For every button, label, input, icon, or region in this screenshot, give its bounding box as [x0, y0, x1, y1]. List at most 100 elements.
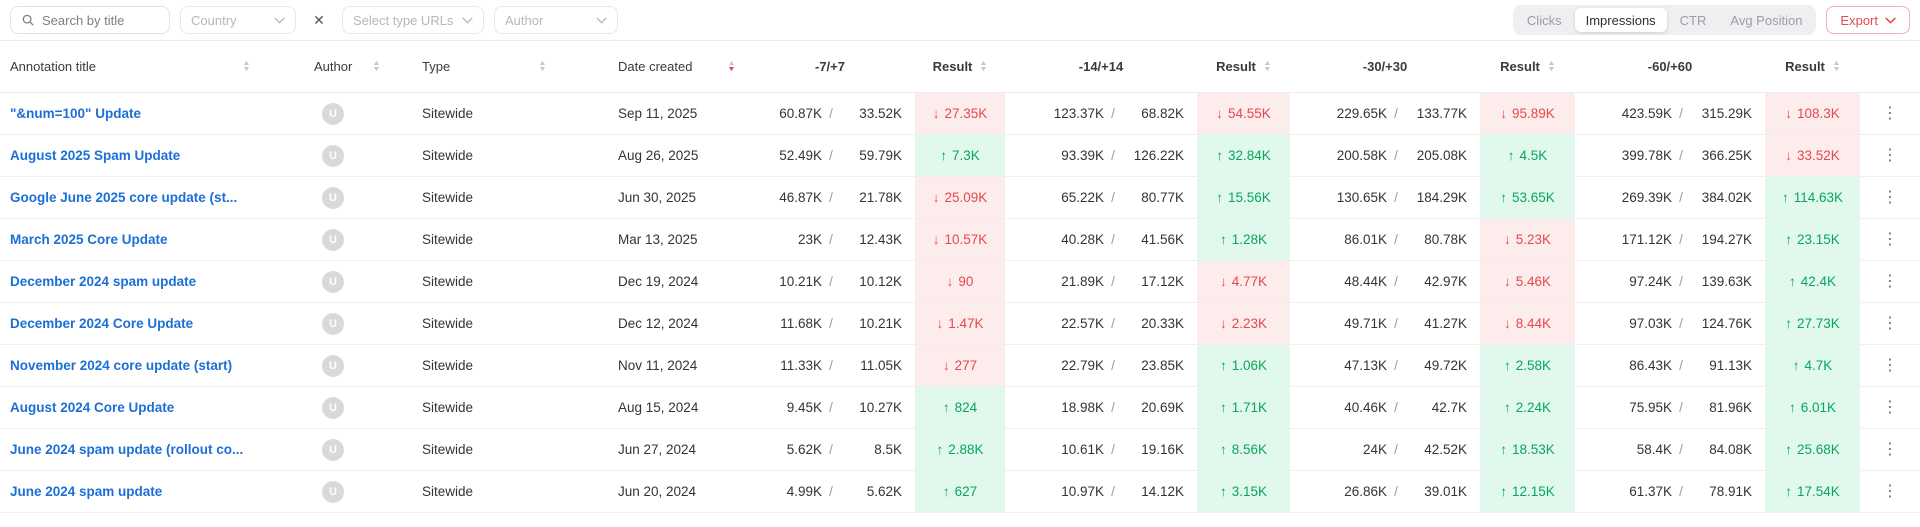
delta-arrow-icon: ↑: [1219, 442, 1227, 457]
sort-icon[interactable]: ▲ ▼: [372, 59, 381, 73]
delta-value: 8.44K: [1515, 316, 1552, 331]
export-button[interactable]: Export: [1826, 6, 1910, 34]
annotation-title-link[interactable]: June 2024 spam update (rollout co...: [10, 442, 244, 457]
result-cell: ↑ 32.84K: [1197, 135, 1290, 177]
annotation-title-link[interactable]: December 2024 Core Update: [10, 316, 194, 331]
delta-value: 4.77K: [1231, 274, 1268, 289]
after-value: 19.16K: [1141, 442, 1184, 457]
delta-value: 1.71K: [1231, 400, 1268, 415]
actions-cell: ⋮: [1860, 135, 1920, 177]
slash-divider: /: [1679, 442, 1683, 457]
annotation-title-link[interactable]: December 2024 spam update: [10, 274, 197, 289]
period-values-cell: 22.57K / 20.33K: [1005, 303, 1197, 345]
after-value: 194.27K: [1701, 232, 1752, 247]
column-header-result-7[interactable]: Result ▲ ▼: [915, 40, 1005, 93]
period-values-cell: 18.98K / 20.69K: [1005, 387, 1197, 429]
period-values-cell: 5.62K / 8.5K: [745, 429, 915, 471]
search-input[interactable]: [42, 12, 159, 28]
period-values-cell: 24K / 42.52K: [1290, 429, 1480, 471]
sort-icon[interactable]: ▲ ▼: [1547, 59, 1556, 73]
annotation-title-link[interactable]: August 2025 Spam Update: [10, 148, 181, 163]
before-value: 61.37K: [1629, 484, 1672, 499]
column-header-result-14[interactable]: Result ▲ ▼: [1197, 40, 1290, 93]
delta-value: 4.7K: [1804, 358, 1833, 373]
result-cell: ↑ 15.56K: [1197, 177, 1290, 219]
avatar: U: [322, 480, 344, 503]
kebab-menu-icon[interactable]: ⋮: [1882, 314, 1898, 332]
before-value: 86.01K: [1344, 232, 1387, 247]
column-header-date-created[interactable]: Date created ▲ ▼: [558, 40, 745, 93]
sort-icon[interactable]: ▲ ▼: [538, 59, 547, 73]
slash-divider: /: [829, 400, 833, 415]
author-cell: U: [302, 345, 408, 387]
column-header-annotation-title[interactable]: Annotation title ▲ ▼: [0, 40, 302, 93]
column-header-author[interactable]: Author ▲ ▼: [302, 40, 408, 93]
kebab-menu-icon[interactable]: ⋮: [1882, 272, 1898, 290]
column-header-result-30[interactable]: Result ▲ ▼: [1480, 40, 1575, 93]
date-cell: Jun 27, 2024: [558, 429, 745, 471]
annotation-title-cell: Google June 2025 core update (st...: [0, 177, 302, 219]
country-select[interactable]: Country: [180, 6, 296, 34]
result-cell: ↓ 4.77K: [1197, 261, 1290, 303]
kebab-menu-icon[interactable]: ⋮: [1882, 356, 1898, 374]
annotation-title-link[interactable]: "&num=100" Update: [10, 106, 141, 121]
delta-value: 17.54K: [1796, 484, 1840, 499]
type-cell: Sitewide: [408, 177, 558, 219]
kebab-menu-icon[interactable]: ⋮: [1882, 398, 1898, 416]
after-value: 5.62K: [866, 484, 902, 499]
before-value: 46.87K: [779, 190, 822, 205]
result-cell: ↓ 8.44K: [1480, 303, 1575, 345]
url-type-select[interactable]: Select type URLs: [342, 6, 484, 34]
before-value: 97.24K: [1629, 274, 1672, 289]
result-cell: ↑ 12.15K: [1480, 471, 1575, 513]
annotation-title-link[interactable]: November 2024 core update (start): [10, 358, 233, 373]
filter-bar: Country ✕ Select type URLs Author Clicks…: [0, 0, 1920, 40]
slash-divider: /: [829, 274, 833, 289]
period-values-cell: 229.65K / 133.77K: [1290, 93, 1480, 135]
period-values-cell: 93.39K / 126.22K: [1005, 135, 1197, 177]
kebab-menu-icon[interactable]: ⋮: [1882, 230, 1898, 248]
delta-arrow-icon: ↑: [1788, 400, 1796, 415]
metric-tab-avg-position[interactable]: Avg Position: [1730, 12, 1803, 28]
table-row: August 2025 Spam Update U Sitewide Aug 2…: [0, 135, 1920, 177]
slash-divider: /: [1394, 190, 1398, 205]
metric-tab-clicks[interactable]: Clicks: [1526, 12, 1562, 28]
sort-icon[interactable]: ▲ ▼: [1832, 59, 1841, 73]
delta-arrow-icon: ↑: [1503, 358, 1511, 373]
kebab-menu-icon[interactable]: ⋮: [1882, 482, 1898, 500]
annotation-title-link[interactable]: August 2024 Core Update: [10, 400, 175, 415]
kebab-menu-icon[interactable]: ⋮: [1882, 104, 1898, 122]
before-value: 10.61K: [1061, 442, 1104, 457]
after-value: 20.69K: [1141, 400, 1184, 415]
kebab-menu-icon[interactable]: ⋮: [1882, 146, 1898, 164]
sort-icon[interactable]: ▲ ▼: [242, 59, 251, 73]
after-value: 11.05K: [860, 358, 902, 373]
before-value: 4.99K: [786, 484, 822, 499]
actions-cell: ⋮: [1860, 429, 1920, 471]
period-values-cell: 60.87K / 33.52K: [745, 93, 915, 135]
kebab-menu-icon[interactable]: ⋮: [1882, 188, 1898, 206]
after-value: 12.43K: [859, 232, 902, 247]
annotation-title-link[interactable]: March 2025 Core Update: [10, 232, 168, 247]
sort-icon[interactable]: ▲ ▼: [1263, 59, 1272, 73]
clear-filter-button[interactable]: ✕: [306, 7, 332, 33]
search-box[interactable]: [10, 6, 170, 34]
column-header-result-60[interactable]: Result ▲ ▼: [1765, 40, 1860, 93]
before-value: 40.28K: [1061, 232, 1104, 247]
metric-tab-impressions[interactable]: Impressions: [1574, 8, 1667, 32]
author-select[interactable]: Author: [494, 6, 618, 34]
author-cell: U: [302, 177, 408, 219]
sort-icon-active-desc[interactable]: ▲ ▼: [727, 59, 736, 73]
delta-arrow-icon: ↑: [1785, 232, 1792, 247]
type-cell: Sitewide: [408, 345, 558, 387]
slash-divider: /: [1111, 274, 1115, 289]
annotation-title-link[interactable]: Google June 2025 core update (st...: [10, 190, 238, 205]
metric-tab-ctr[interactable]: CTR: [1679, 12, 1707, 28]
column-header-type[interactable]: Type ▲ ▼: [408, 40, 558, 93]
sort-icon[interactable]: ▲ ▼: [979, 59, 989, 73]
period-values-cell: 123.37K / 68.82K: [1005, 93, 1197, 135]
type-cell: Sitewide: [408, 303, 558, 345]
kebab-menu-icon[interactable]: ⋮: [1882, 440, 1898, 458]
period-values-cell: 23K / 12.43K: [745, 219, 915, 261]
annotation-title-link[interactable]: June 2024 spam update: [10, 484, 163, 499]
